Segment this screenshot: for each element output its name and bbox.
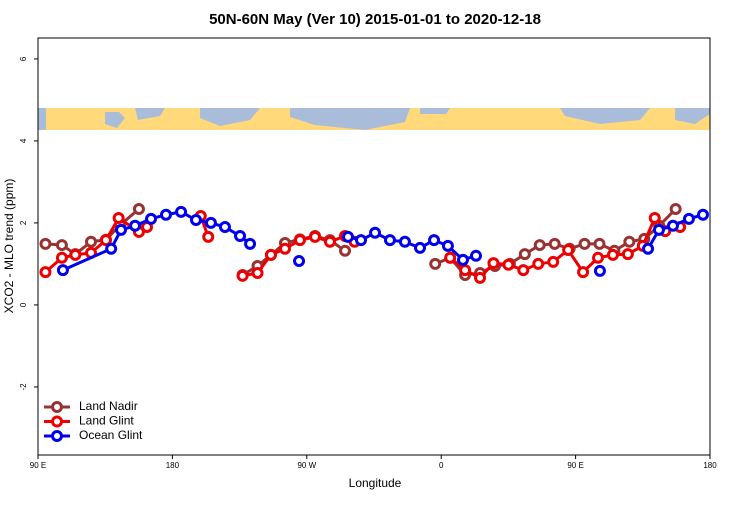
data-point xyxy=(666,219,679,232)
y-tick-label: 0 xyxy=(19,302,28,307)
data-point xyxy=(562,243,575,256)
data-point xyxy=(548,237,561,250)
chart-title: 50N-60N May (Ver 10) 2015-01-01 to 2020-… xyxy=(209,11,541,28)
data-point xyxy=(132,202,145,215)
data-point xyxy=(648,212,661,225)
data-point xyxy=(696,208,709,221)
data-point xyxy=(293,255,306,268)
data-point xyxy=(547,255,560,268)
data-point xyxy=(293,234,306,247)
data-point xyxy=(429,257,442,270)
data-point xyxy=(129,219,142,232)
legend-label: Ocean Glint xyxy=(79,428,143,442)
data-point xyxy=(236,269,249,282)
data-point xyxy=(204,216,217,229)
data-point xyxy=(578,237,591,250)
x-tick-label: 90 E xyxy=(567,461,583,470)
data-point xyxy=(244,237,257,250)
data-point xyxy=(278,242,291,255)
data-point xyxy=(593,237,606,250)
legend-marker xyxy=(51,430,63,442)
data-point xyxy=(518,248,531,261)
x-tick-label: 90 E xyxy=(30,461,46,470)
data-point xyxy=(441,239,454,252)
data-point xyxy=(652,223,665,236)
data-point xyxy=(309,230,322,243)
y-tick-label: 2 xyxy=(19,220,28,225)
x-tick-label: 180 xyxy=(703,461,717,470)
data-point xyxy=(623,235,636,248)
data-point xyxy=(175,205,188,218)
y-axis-label: XCO2 - MLO trend (ppm) xyxy=(2,179,16,314)
data-point xyxy=(99,234,112,247)
data-point xyxy=(592,251,604,264)
data-point xyxy=(459,264,472,277)
data-point xyxy=(115,223,128,236)
data-point xyxy=(369,226,382,239)
data-point xyxy=(577,266,590,279)
data-point xyxy=(642,242,655,255)
data-point xyxy=(145,212,158,225)
data-point xyxy=(413,241,426,254)
x-tick-label: 90 W xyxy=(297,461,316,470)
data-point xyxy=(251,266,264,279)
data-point xyxy=(69,248,82,261)
data-point xyxy=(606,248,619,261)
data-point xyxy=(621,248,634,261)
y-tick-label: -2 xyxy=(19,383,28,391)
data-point xyxy=(202,230,215,243)
data-point xyxy=(56,264,69,277)
data-point xyxy=(218,221,231,234)
x-tick-label: 0 xyxy=(439,461,444,470)
data-point xyxy=(264,248,277,261)
data-point xyxy=(502,258,515,271)
data-point xyxy=(234,230,247,243)
legend-marker xyxy=(51,415,63,428)
data-point xyxy=(105,242,118,255)
data-point xyxy=(469,249,482,262)
y-tick-label: 4 xyxy=(19,138,28,143)
data-point xyxy=(39,237,52,250)
data-point xyxy=(533,239,546,252)
data-point xyxy=(55,239,68,252)
series-line xyxy=(44,215,681,280)
plot-frame xyxy=(37,37,711,456)
y-tick-label: 6 xyxy=(19,56,28,61)
x-axis-title: Longitude xyxy=(349,476,402,490)
legend-label: Land Glint xyxy=(79,414,134,428)
x-tick-label: 180 xyxy=(166,461,180,470)
data-point xyxy=(355,234,368,247)
data-point xyxy=(398,235,411,248)
data-point xyxy=(474,271,487,284)
data-point xyxy=(532,257,545,270)
data-point xyxy=(189,214,202,227)
data-point xyxy=(444,251,457,264)
data-point xyxy=(55,251,68,264)
data-point xyxy=(39,266,52,279)
data-point xyxy=(517,264,530,277)
data-point xyxy=(112,212,125,225)
data-point xyxy=(323,235,336,248)
data-point xyxy=(339,244,352,257)
data-point xyxy=(159,208,172,221)
data-point xyxy=(487,257,500,270)
series-line xyxy=(62,210,704,272)
map-band xyxy=(38,108,710,130)
data-point xyxy=(669,202,682,215)
data-point xyxy=(85,235,98,248)
data-point xyxy=(593,264,606,277)
data-point xyxy=(383,234,396,247)
data-point xyxy=(457,253,470,266)
data-point xyxy=(342,230,355,243)
data-point xyxy=(428,234,441,247)
legend-label: Land Nadir xyxy=(79,399,138,413)
data-point xyxy=(682,212,695,225)
legend-marker xyxy=(51,401,63,413)
